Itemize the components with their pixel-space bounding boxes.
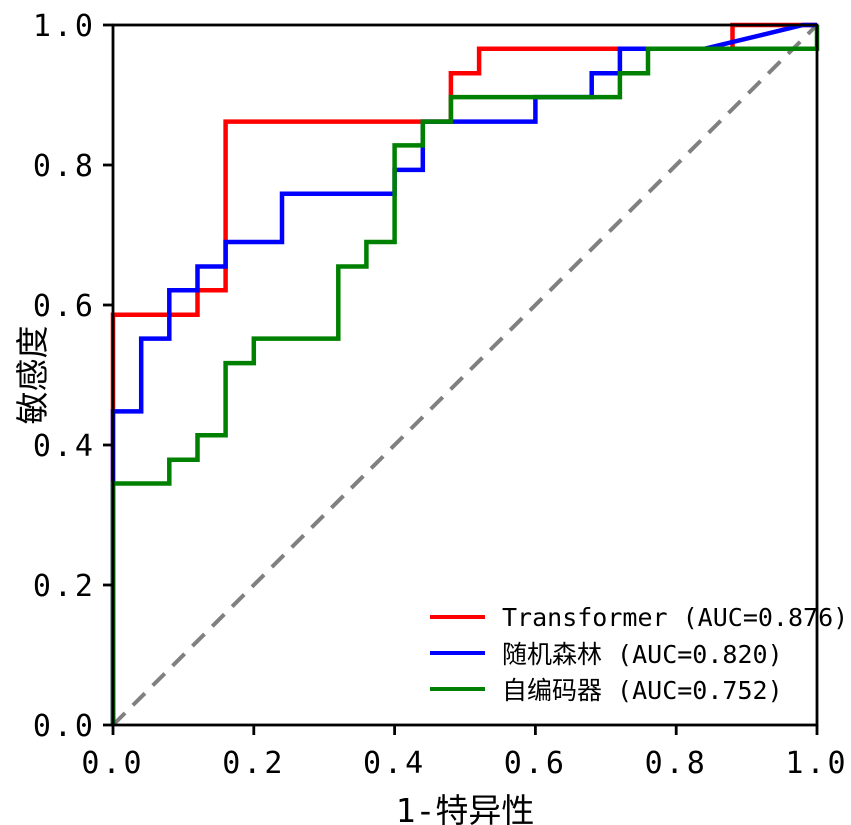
- legend-line-swatch: [430, 615, 485, 619]
- legend-label: 随机森林 (AUC=0.820): [502, 640, 783, 669]
- x-tick-label: 0.6: [504, 746, 567, 781]
- legend-line-swatch: [430, 687, 485, 691]
- x-tick-label: 0.8: [645, 746, 708, 781]
- chance-diagonal-line: [111, 23, 819, 727]
- y-tick-label: 1.0: [33, 9, 96, 44]
- y-tick-label: 0.8: [33, 149, 96, 184]
- roc-curve-series-2: [110, 25, 820, 725]
- x-tick-label: 0.4: [363, 746, 426, 781]
- x-tick-label: 0.2: [222, 746, 285, 781]
- x-axis-label: 1-特异性: [395, 791, 535, 825]
- legend-label: Transformer (AUC=0.876): [502, 602, 849, 632]
- legend-label: 自编码器 (AUC=0.752): [502, 676, 783, 705]
- x-tick-label: 1.0: [785, 746, 848, 781]
- y-axis-label: 敏感度: [13, 325, 52, 425]
- legend-item: 随机森林 (AUC=0.820): [430, 635, 848, 671]
- y-tick-label: 0.2: [33, 569, 96, 604]
- legend-line-swatch: [430, 651, 485, 655]
- axes-frame: [111, 23, 819, 727]
- y-tick-label: 0.4: [33, 429, 96, 464]
- x-tick-label: 0.0: [81, 746, 144, 781]
- legend: Transformer (AUC=0.876) 随机森林 (AUC=0.820) 自…: [430, 599, 848, 707]
- legend-item: 自编码器 (AUC=0.752): [430, 671, 848, 707]
- y-tick-label: 0.0: [33, 709, 96, 744]
- y-tick-label: 0.6: [33, 289, 96, 324]
- legend-item: Transformer (AUC=0.876): [430, 599, 848, 635]
